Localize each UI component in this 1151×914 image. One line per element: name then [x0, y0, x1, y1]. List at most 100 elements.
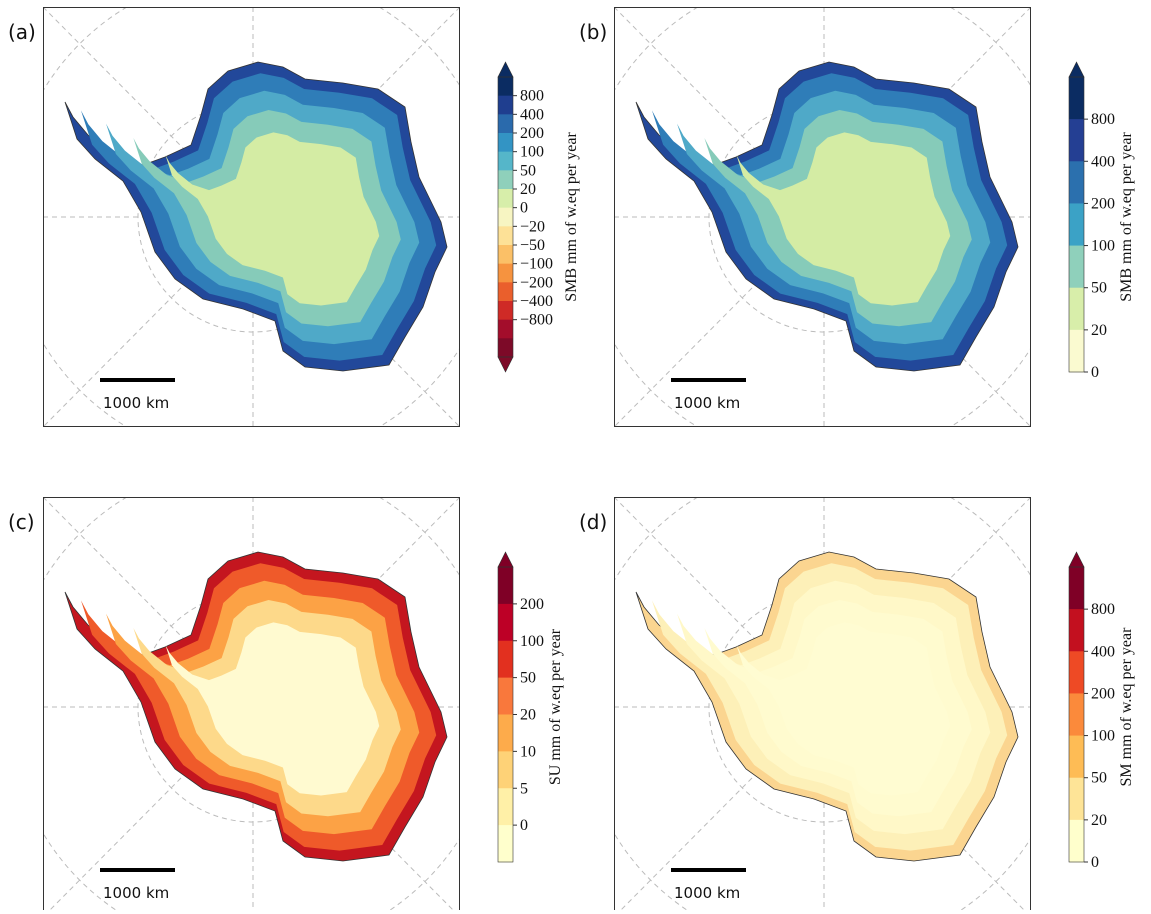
colorbar-tick-label: 200 — [520, 125, 544, 142]
colorbar-segment — [1069, 287, 1084, 331]
colorbar-segment — [498, 114, 513, 134]
colorbar-extension — [497, 356, 514, 373]
colorbar-segment — [498, 133, 513, 153]
colorbar-tick-label: 5 — [520, 780, 528, 797]
colorbar-tick-label: 200 — [520, 596, 544, 613]
panel-label: (a) — [8, 20, 36, 44]
colorbar-tick-label: −20 — [520, 218, 545, 235]
colorbar-tick-label: 200 — [1091, 195, 1115, 212]
colorbar-segment — [498, 189, 513, 209]
colorbar-segment — [498, 77, 513, 97]
colorbar-tick-label: 800 — [1091, 601, 1115, 618]
colorbar-segment — [498, 226, 513, 246]
colorbar-segment — [498, 338, 513, 358]
panel-label: (d) — [579, 510, 607, 534]
scale-bar-label: 1000 km — [674, 884, 740, 902]
colorbar-segment — [1069, 329, 1084, 373]
colorbar-segment — [498, 714, 513, 752]
scale-bar-label: 1000 km — [674, 394, 740, 412]
colorbar-frame — [1068, 566, 1085, 863]
colorbar-segment — [1069, 77, 1084, 120]
map-frame — [614, 497, 1031, 914]
colorbar-tick-label: 800 — [520, 88, 544, 105]
colorbar-segment — [498, 207, 513, 227]
colorbar-tick-label: −800 — [520, 312, 553, 329]
colorbar-extension — [1068, 551, 1085, 568]
colorbar-segment — [498, 677, 513, 715]
colorbar-tick-label: 50 — [520, 670, 536, 687]
colorbar-segment — [1069, 693, 1084, 737]
colorbar-segment — [1069, 245, 1084, 289]
colorbar-segment — [498, 301, 513, 321]
colorbar-segment — [1069, 567, 1084, 610]
map-frame — [614, 7, 1031, 427]
colorbar-extension — [497, 61, 514, 78]
map-frame — [43, 497, 460, 914]
colorbar-tick-label: −50 — [520, 237, 545, 254]
colorbar-tick-label: 400 — [520, 106, 544, 123]
panel-label: (c) — [8, 510, 35, 534]
colorbar-segment — [1069, 819, 1084, 863]
colorbar-segment — [1069, 203, 1084, 247]
colorbar-tick-label: 10 — [520, 743, 536, 760]
colorbar-segment — [1069, 119, 1084, 162]
colorbar-tick-label: 20 — [1091, 322, 1107, 339]
colorbar-segment — [498, 825, 513, 863]
colorbar-segment — [498, 245, 513, 265]
panel-label: (b) — [579, 20, 607, 44]
map-frame — [43, 7, 460, 427]
colorbar-tick-label: 0 — [1091, 364, 1099, 381]
colorbar-tick-label: 100 — [520, 633, 544, 650]
scale-bar-label: 1000 km — [103, 884, 169, 902]
map-panel: 1000 km — [614, 7, 1031, 427]
colorbar-segment — [498, 151, 513, 171]
map-panel: 1000 km — [614, 497, 1031, 914]
colorbar-segment — [498, 282, 513, 302]
colorbar-segment — [1069, 161, 1084, 204]
colorbar-tick-label: 100 — [1091, 728, 1115, 745]
colorbar-tick-label: 400 — [1091, 643, 1115, 660]
colorbar-tick-label: 400 — [1091, 153, 1115, 170]
colorbar-tick-label: 0 — [520, 200, 528, 217]
colorbar-segment — [498, 567, 513, 605]
colorbar-tick-label: −100 — [520, 256, 553, 273]
colorbar-tick-label: 50 — [1091, 280, 1107, 297]
colorbar-label: SM mm of w.eq per year — [1118, 627, 1135, 787]
colorbar-extension — [1068, 61, 1085, 78]
colorbar-segment — [1069, 651, 1084, 694]
colorbar-tick-label: 20 — [520, 707, 536, 724]
colorbar-label: SMB mm of w.eq per year — [563, 132, 580, 302]
colorbar-segment — [1069, 777, 1084, 821]
colorbar-tick-label: 200 — [1091, 685, 1115, 702]
map-panel: 1000 km — [43, 497, 460, 914]
colorbar-tick-label: 800 — [1091, 111, 1115, 128]
colorbar-segment — [498, 788, 513, 826]
colorbar-segment — [1069, 609, 1084, 652]
colorbar-label: SU mm of w.eq per year — [547, 628, 564, 785]
colorbar-segment — [498, 263, 513, 283]
colorbar-tick-label: −200 — [520, 274, 553, 291]
colorbar-segment — [498, 640, 513, 679]
colorbar-tick-label: 50 — [520, 162, 536, 179]
colorbar-segment — [498, 751, 513, 789]
colorbar-tick-label: 20 — [520, 181, 536, 198]
colorbar-tick-label: 100 — [1091, 238, 1115, 255]
colorbar-tick-label: 50 — [1091, 770, 1107, 787]
colorbar-frame — [1068, 76, 1085, 373]
colorbar-label: SMB mm of w.eq per year — [1118, 132, 1135, 302]
colorbar-extension — [497, 551, 514, 568]
colorbar-tick-label: 20 — [1091, 812, 1107, 829]
colorbar-tick-label: 100 — [520, 144, 544, 161]
colorbar-frame — [497, 76, 514, 358]
scale-bar-label: 1000 km — [103, 394, 169, 412]
colorbar-tick-label: −400 — [520, 293, 553, 310]
map-panel: 1000 km — [43, 7, 460, 427]
colorbar-segment — [498, 319, 513, 339]
colorbar-tick-label: 0 — [520, 817, 528, 834]
colorbar-segment — [1069, 735, 1084, 779]
colorbar-segment — [498, 170, 513, 190]
colorbar-tick-label: 0 — [1091, 854, 1099, 871]
colorbar-segment — [498, 603, 513, 642]
